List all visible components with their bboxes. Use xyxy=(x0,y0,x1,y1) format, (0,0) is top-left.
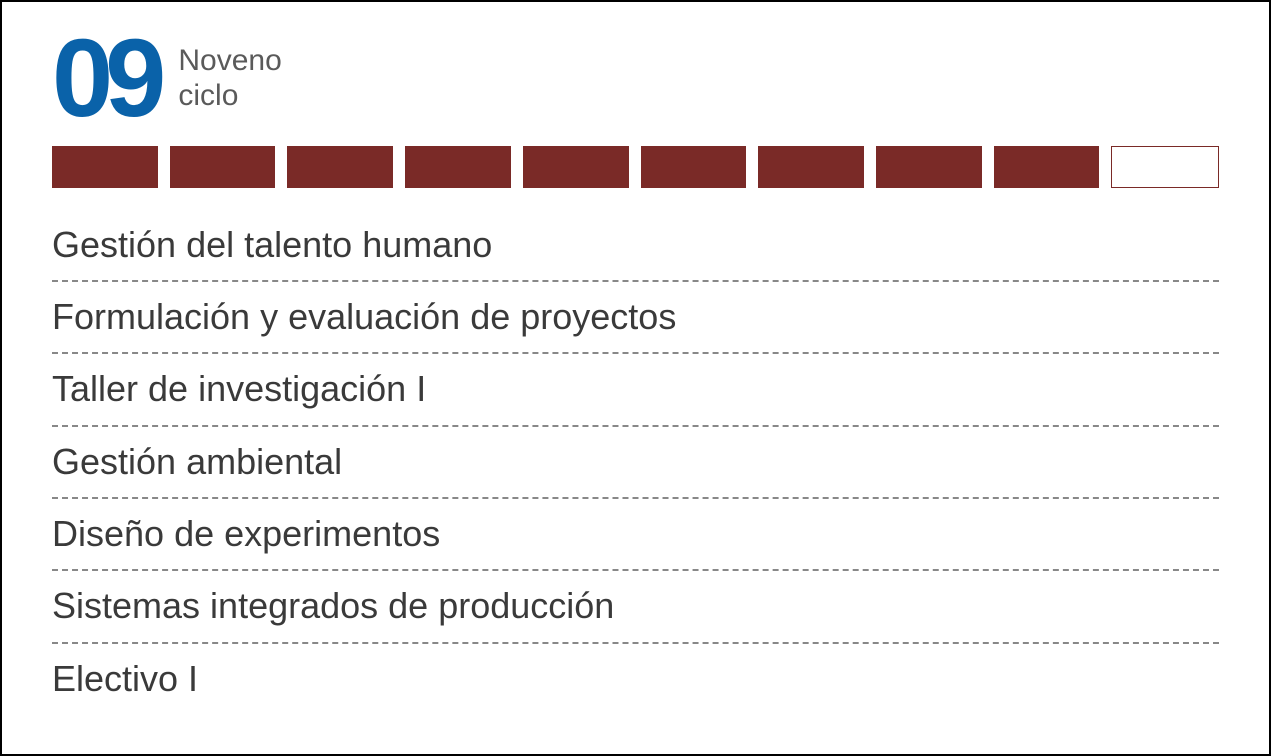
course-item: Formulación y evaluación de proyectos xyxy=(52,282,1219,354)
progress-bar xyxy=(52,146,1219,188)
progress-segment-filled xyxy=(405,146,511,188)
progress-segment-empty xyxy=(1111,146,1219,188)
progress-segment-filled xyxy=(52,146,158,188)
course-item: Gestión ambiental xyxy=(52,427,1219,499)
header: 09 Noveno ciclo xyxy=(52,32,1219,126)
cycle-label: Noveno ciclo xyxy=(178,44,281,113)
progress-segment-filled xyxy=(641,146,747,188)
progress-segment-filled xyxy=(287,146,393,188)
progress-segment-filled xyxy=(523,146,629,188)
cycle-label-line1: Noveno xyxy=(178,44,281,79)
cycle-number: 09 xyxy=(52,32,158,126)
cycle-label-line2: ciclo xyxy=(178,79,281,114)
progress-segment-filled xyxy=(170,146,276,188)
progress-segment-filled xyxy=(994,146,1100,188)
course-item: Gestión del talento humano xyxy=(52,210,1219,282)
progress-segment-filled xyxy=(758,146,864,188)
cycle-card: 09 Noveno ciclo Gestión del talento huma… xyxy=(0,0,1271,756)
course-item: Taller de investigación I xyxy=(52,354,1219,426)
course-item: Electivo I xyxy=(52,644,1219,714)
course-list: Gestión del talento humanoFormulación y … xyxy=(52,210,1219,715)
course-item: Sistemas integrados de producción xyxy=(52,571,1219,643)
progress-segment-filled xyxy=(876,146,982,188)
course-item: Diseño de experimentos xyxy=(52,499,1219,571)
